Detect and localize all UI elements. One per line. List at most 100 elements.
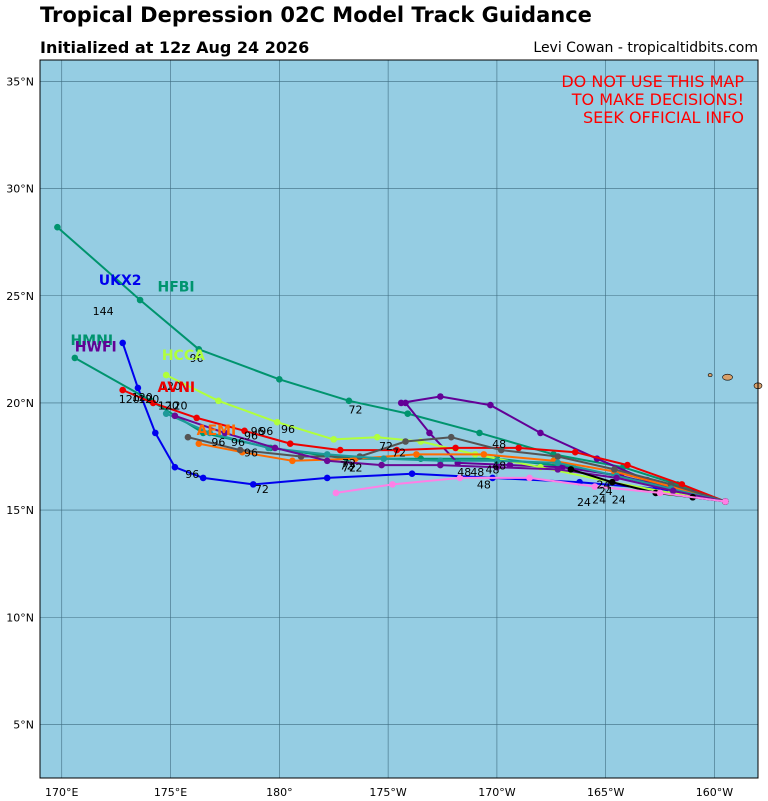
track-point (271, 444, 279, 452)
track-point (241, 427, 248, 435)
track-point (656, 489, 664, 497)
track-point (276, 376, 283, 383)
track-point (613, 474, 620, 482)
model-name-hmni: HMNI (70, 333, 113, 349)
forecast-hour-label: 72 (342, 462, 356, 475)
track-point (195, 346, 203, 353)
track-point (554, 466, 562, 473)
track-point (722, 498, 729, 505)
track-point (249, 481, 257, 488)
track-point (134, 384, 142, 392)
model-name-ukx2: UKX2 (99, 273, 142, 289)
forecast-hour-label: 96 (251, 425, 265, 438)
forecast-hour-label: 72 (342, 457, 356, 470)
forecast-hour-label: 72 (392, 447, 406, 460)
forecast-hour-label: 96 (190, 352, 204, 365)
forecast-hour-label: 120 (167, 399, 188, 412)
track-point (426, 429, 433, 437)
warning-line: SEEK OFFICIAL INFO (583, 108, 744, 127)
track-point (119, 339, 126, 347)
track-point (408, 470, 416, 477)
lon-tick-label: 170°E (45, 786, 78, 799)
track-point (336, 446, 344, 454)
forecast-hour-label: 120 (132, 391, 153, 404)
model-name-hwfi: HWFI (75, 339, 117, 355)
forecast-hour-label: 24 (577, 496, 591, 509)
track-point (402, 438, 409, 445)
forecast-hour-label: 72 (340, 459, 354, 472)
track-point (487, 401, 494, 409)
track-point (345, 397, 353, 405)
lon-tick-label: 160°W (696, 786, 733, 799)
forecast-hour-label: 72 (255, 483, 269, 496)
lat-tick-label: 20°N (6, 397, 34, 410)
track-avni (119, 386, 729, 505)
track-point (323, 474, 331, 482)
credit-line: Levi Cowan - tropicaltidbits.com (533, 40, 758, 56)
track-point (515, 444, 522, 452)
track-point (193, 414, 200, 422)
model-tracks (54, 223, 729, 505)
track-point (332, 489, 340, 497)
track-point (678, 481, 686, 488)
forecast-hour-label: 24 (592, 494, 606, 507)
track-point (437, 461, 444, 469)
track-point (162, 371, 170, 379)
lat-tick-label: 30°N (6, 183, 34, 196)
track-point (554, 459, 562, 467)
track-point (323, 451, 331, 458)
track-point (71, 354, 79, 362)
init-time: Initialized at 12z Aug 24 2026 (40, 38, 310, 57)
track-point (476, 429, 483, 437)
lat-tick-label: 15°N (6, 504, 34, 517)
island-hawaii (722, 373, 733, 381)
track-point (149, 399, 157, 407)
model-name-hcca: HCCA (162, 348, 205, 364)
track-point (669, 487, 677, 495)
track-point (273, 418, 281, 426)
ocean-background (40, 60, 758, 778)
track-point (456, 474, 464, 482)
track-point (152, 429, 159, 437)
track-point (171, 463, 179, 471)
longitude-labels: 170°E 175°E 180° 175°W 170°W 165°W 160°W (45, 786, 733, 799)
forecast-hour-label: 96 (259, 425, 273, 438)
lat-tick-label: 25°N (6, 290, 34, 303)
track-point (591, 483, 599, 490)
track-point (206, 429, 214, 437)
track-point (452, 444, 459, 452)
forecast-hour-label: 72 (348, 462, 362, 475)
track-point (437, 393, 444, 400)
forecast-hour-label: 120 (119, 393, 140, 406)
forecast-hour-label: 48 (486, 464, 500, 477)
lat-tick-label: 10°N (6, 611, 34, 624)
track-point (480, 451, 488, 458)
track-aemi (195, 440, 729, 505)
forecast-hour-label: 120 (138, 393, 159, 406)
track-point (497, 446, 505, 454)
track-point (537, 429, 544, 437)
gridlines (40, 60, 758, 778)
forecast-hour-label: 48 (470, 466, 484, 479)
track-point (236, 446, 244, 454)
track-point (526, 474, 533, 482)
lat-tick-label: 5°N (13, 718, 34, 731)
forecast-hour-label: 48 (492, 459, 506, 472)
track-point (404, 410, 412, 417)
warning-line: TO MAKE DECISIONS! (571, 90, 744, 109)
forecast-hour-label: 96 (211, 436, 225, 449)
track-nvgm (162, 410, 729, 505)
forecast-hour-label: 24 (597, 479, 611, 492)
track-point (554, 453, 562, 460)
track-point (54, 223, 61, 231)
track-point (195, 440, 203, 447)
forecast-hour-label: 48 (492, 438, 506, 451)
forecast-hour-label: 96 (231, 436, 245, 449)
track-point (199, 474, 207, 482)
track-point (171, 412, 179, 420)
lon-tick-label: 165°W (587, 786, 624, 799)
track-point (136, 296, 144, 304)
track-point (493, 463, 501, 471)
